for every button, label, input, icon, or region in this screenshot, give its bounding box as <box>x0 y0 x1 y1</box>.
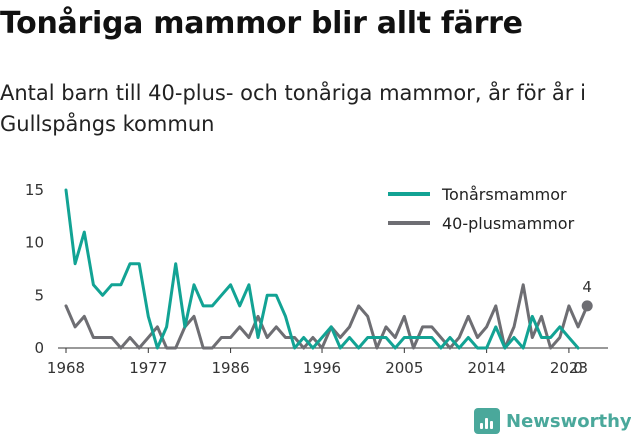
x-tick-label: 2005 <box>385 359 423 377</box>
end-point-40-plusmammor <box>581 300 593 312</box>
line-chart: 0 5 10 15 1968 1977 1986 1996 2005 2014 2023 4 0 Tonå… <box>25 181 608 377</box>
y-tick-label: 10 <box>25 234 44 252</box>
series-line-tonarsmammor <box>64 188 580 350</box>
brand-name: Newsworthy <box>506 410 631 432</box>
brand-logo: Newsworthy <box>474 405 631 437</box>
x-tick-label: 1996 <box>303 359 341 377</box>
y-tick-label: 15 <box>25 181 44 199</box>
x-tick-label: 2023 <box>550 359 588 377</box>
x-tick-label: 2014 <box>468 359 506 377</box>
chart-subtitle: Antal barn till 40-plus- och tonåriga ma… <box>0 81 586 136</box>
end-label-40-plusmammor: 4 <box>582 278 592 296</box>
legend-label: 40-plusmammor <box>442 214 575 233</box>
legend-label: Tonårsmammor <box>441 185 567 204</box>
y-tick-label: 5 <box>34 286 44 304</box>
newsworthy-logo-icon <box>474 408 500 434</box>
y-tick-label: 0 <box>34 339 44 357</box>
x-tick-label: 1986 <box>211 359 249 377</box>
chart-title: Tonåriga mammor blir allt färre <box>0 6 523 41</box>
end-label-tonarsmammor: 0 <box>573 359 583 377</box>
x-tick-label: 1977 <box>129 359 167 377</box>
x-tick-label: 1968 <box>47 359 85 377</box>
